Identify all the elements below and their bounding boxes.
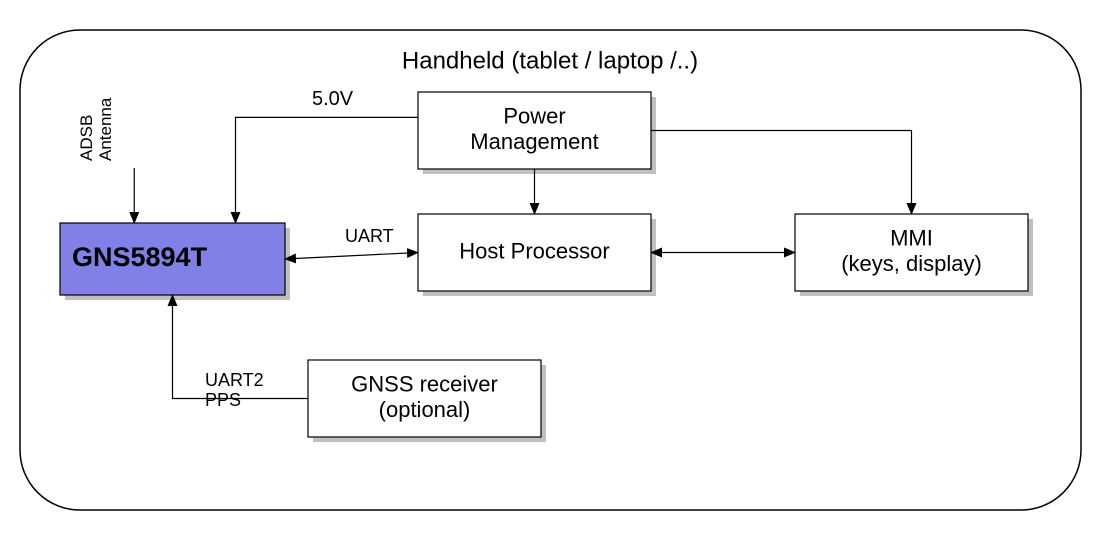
edge-label-adsb2: Antenna [96,97,115,161]
edge-label-voltage: 5.0V [312,88,354,110]
node-mmi-label-0: MMI [890,226,933,251]
node-power-label-1: Management [470,129,598,154]
edge-gns-host [285,253,418,260]
node-host-label: Host Processor [459,238,609,263]
node-gnss-label-0: GNSS receiver [351,372,498,397]
edge-label-uart: UART [345,226,394,246]
edge-power-to-mmi [651,131,912,215]
node-gns-label: GNS5894T [72,242,208,272]
edge-label-pps: PPS [205,390,241,410]
edge-label-adsb1: ADSB [77,115,96,161]
edge-label-uart2: UART2 [205,370,264,390]
node-mmi-label-1: (keys, display) [841,251,982,276]
node-gnss-label-1: (optional) [379,397,471,422]
node-power-label-0: Power [503,104,565,129]
edge-power-to-gns [236,117,419,223]
diagram-title: Handheld (tablet / laptop /..) [402,47,698,74]
